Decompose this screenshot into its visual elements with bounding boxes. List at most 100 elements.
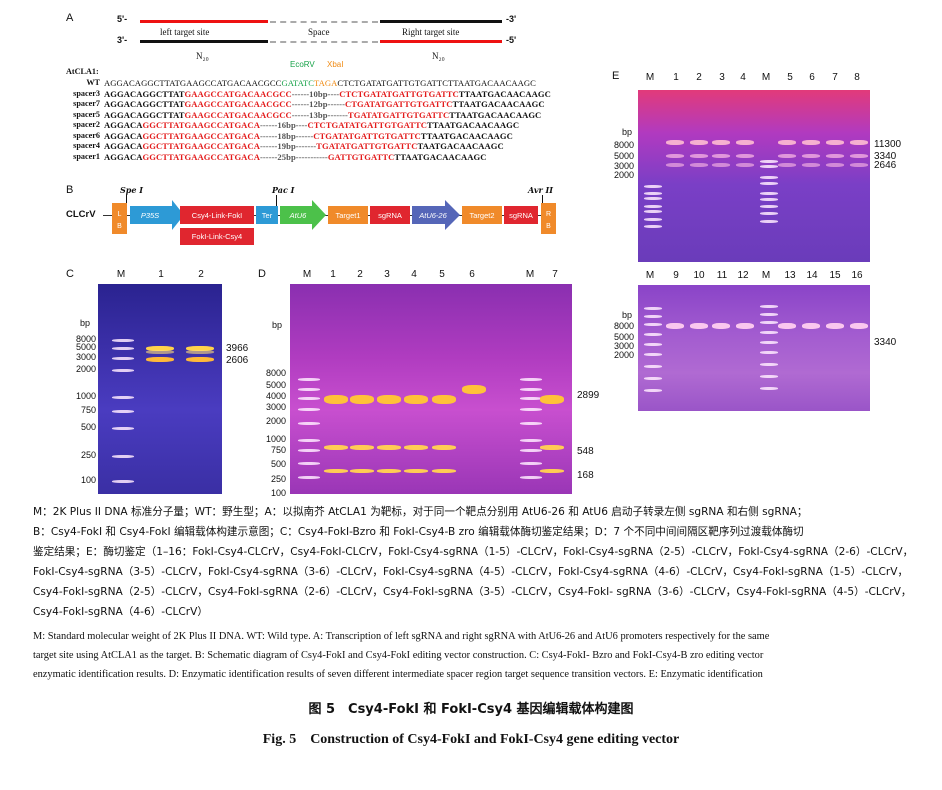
lane-label: 12 xyxy=(737,270,749,281)
gel-band xyxy=(736,140,754,145)
spe-label: Spe I xyxy=(120,185,143,195)
strand-bot-5: -5' xyxy=(506,35,517,45)
seq-part: AGGACA xyxy=(104,120,143,130)
sequence-row: spacer2 AGGACAGGCTTATGAAGCCATGACA------16… xyxy=(66,120,566,131)
gel-band xyxy=(432,395,456,404)
gel-band xyxy=(298,439,320,442)
caption-cn-line1: M：2K Plus II DNA 标准分子量；WT：野生型；A：以拟南芥 AtC… xyxy=(33,506,808,518)
gel-band xyxy=(644,323,662,326)
seq-right-target: CTCTGATATGATTGTGATTC xyxy=(307,120,428,130)
gel-e-top xyxy=(638,90,870,262)
gel-band xyxy=(186,357,214,362)
marker-label: 8000 xyxy=(265,368,286,378)
sequence-name: spacer3 xyxy=(73,88,100,98)
lane-label: 14 xyxy=(806,270,818,281)
panel-b-letter: B xyxy=(66,184,74,196)
sequence-text: AGGACAGGCTTATGAAGCCATGACAACGCCGATATCTAGA… xyxy=(104,78,536,88)
rb-text-r: R xyxy=(546,211,551,218)
fokcsy4-text: FokI-Link-Csy4 xyxy=(192,232,242,241)
seq-right-target: CTCTGATATGATTGTGATTC xyxy=(339,88,459,99)
p35s-arrow xyxy=(130,200,184,230)
lane-label: 2 xyxy=(696,72,702,83)
seq-part: TAATGACAACAAGC xyxy=(417,141,504,151)
gel-band xyxy=(826,323,844,329)
lane-label: 2 xyxy=(357,269,363,280)
gel-band xyxy=(112,339,134,342)
p35s-text: P35S xyxy=(141,211,159,220)
gel-band xyxy=(644,365,662,368)
space-bar-bottom xyxy=(270,41,378,43)
gel-band xyxy=(324,445,348,450)
caption-cn-line2: B：Csy4-FokI 和 Csy4-FokI 编辑载体构建示意图；C：Csy4… xyxy=(33,526,804,538)
lane-label: M xyxy=(302,269,312,280)
seq-gap: ------12bp------ xyxy=(291,99,345,109)
size-label: 3340 xyxy=(874,151,897,162)
target1-text: Target1 xyxy=(335,211,360,220)
lane-label: 1 xyxy=(673,72,679,83)
atu626-text: AtU6-26 xyxy=(418,211,447,220)
gel-band xyxy=(404,395,428,404)
sequence-name: spacer2 xyxy=(73,120,100,129)
seq-part: TTAATGACAACAAGC xyxy=(420,130,513,141)
gel-band xyxy=(760,176,778,179)
strand-bot-3: 3'- xyxy=(117,35,128,45)
gel-band xyxy=(644,377,662,380)
gel-band xyxy=(298,422,320,425)
gel-band xyxy=(540,445,564,450)
seq-right-target: GATTGTGATTC xyxy=(327,151,395,162)
size-label: 548 xyxy=(577,446,594,457)
marker-label: 100 xyxy=(80,475,96,485)
gel-band xyxy=(520,476,542,479)
atu626-arrow xyxy=(412,200,460,230)
seq-gap: ------19bp------- xyxy=(259,141,317,151)
seq-gap: ------18bp------ xyxy=(259,130,314,141)
gel-band xyxy=(760,375,778,378)
lane-label: 2 xyxy=(198,269,204,280)
lane-label: 15 xyxy=(829,270,841,281)
gel-band xyxy=(826,140,844,145)
caption-chinese: M：2K Plus II DNA 标准分子量；WT：野生型；A：以拟南芥 AtC… xyxy=(33,502,938,622)
seq-left-target: GAAGCCATGACAACGCC xyxy=(184,99,292,109)
size-label: 3966 xyxy=(226,343,249,354)
lane-label: M xyxy=(761,270,771,281)
seq-part: TTAATGACAACAAGC xyxy=(427,120,520,130)
rb-text-b: B xyxy=(546,223,551,230)
gel-band xyxy=(666,323,684,329)
pac-arrow xyxy=(276,195,277,214)
gel-band xyxy=(644,210,662,213)
lane-label: 3 xyxy=(719,72,725,83)
sequence-row: spacer3 AGGACAGGCTTATGAAGCCATGACAACGCC---… xyxy=(66,89,566,100)
caption-cn-line3: 鉴定结果；E：酶切鉴定（1–16：FokI-Csy4-CLCrV，Csy4-Fo… xyxy=(33,546,914,558)
sequence-text: AGGACAGGCTTATGAAGCCATGACA------18bp-----… xyxy=(104,131,513,141)
gel-band xyxy=(644,353,662,356)
lane-label: M xyxy=(761,72,771,83)
gel-band xyxy=(778,163,796,167)
lane-label: 4 xyxy=(740,72,746,83)
sequence-text: AGGACAGGCTTATGAAGCCATGACAACGCC------13bp… xyxy=(104,110,541,120)
gel-band xyxy=(778,154,796,158)
target2-box xyxy=(462,206,502,224)
gel-band xyxy=(404,469,428,473)
marker-label: 2000 xyxy=(613,350,634,360)
seq-left-target: GAAGCCATGACAACGCC xyxy=(184,109,292,120)
panel-e-letter: E xyxy=(612,70,620,82)
seq-right-target: TGATATGATTGTGATTC xyxy=(316,141,418,151)
gel-band xyxy=(760,160,778,163)
seq-right-target: CTGATATGATTGTGATTC xyxy=(313,130,421,141)
gel-band xyxy=(298,378,320,381)
gel-c xyxy=(98,284,222,494)
panel-e-bottom-bp: bp xyxy=(622,310,633,320)
seq-part: AGGACAGGCTTAT xyxy=(104,99,185,109)
lane-label: 13 xyxy=(784,270,796,281)
gel-band xyxy=(298,449,320,452)
marker-label: 500 xyxy=(270,459,286,469)
vector-name: CLCrV xyxy=(66,209,96,220)
gel-band xyxy=(298,476,320,479)
ter-box xyxy=(256,206,278,224)
gel-band xyxy=(760,165,778,168)
panel-a-letter: A xyxy=(66,12,74,24)
gel-band xyxy=(826,163,844,167)
lane-label: M xyxy=(645,270,655,281)
marker-label: 8000 xyxy=(613,140,634,150)
gel-band xyxy=(404,445,428,450)
